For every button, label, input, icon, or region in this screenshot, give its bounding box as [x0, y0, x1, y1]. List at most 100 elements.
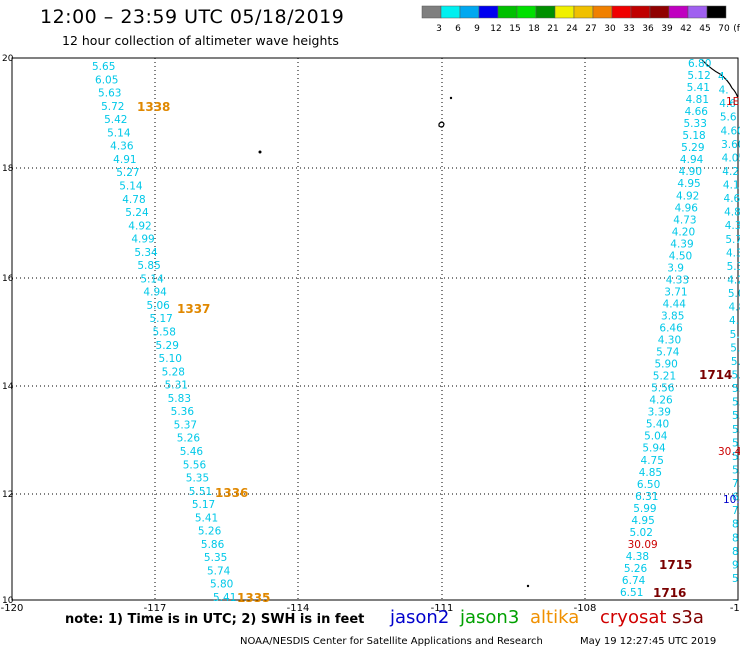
wave-height-value: 5.24 [125, 207, 149, 219]
wave-height-value: 4.95 [677, 178, 700, 190]
island-outline [438, 121, 445, 128]
wave-height-value: 5.85 [137, 260, 160, 272]
wave-height-value: 4.10 [723, 180, 740, 192]
wave-height-value: 7. [732, 505, 740, 517]
legend-item-s3a: s3a [672, 607, 704, 628]
wave-height-value: 5.94 [642, 443, 666, 455]
wave-height-value: 5.14 [140, 273, 164, 285]
wave-height-value: 5.17 [192, 499, 215, 511]
wave-height-value: 4.94 [143, 287, 167, 299]
wave-height-value: 30.09 [628, 539, 658, 551]
wave-height-value: 4.44 [663, 298, 687, 310]
colorbar-tick-label: 15 [509, 24, 520, 34]
wave-height-value: 4.91 [113, 154, 136, 166]
wave-height-value: 5.29 [681, 142, 704, 154]
credit-line: NOAA/NESDIS Center for Satellite Applica… [240, 636, 543, 647]
wave-height-value: 4.39 [670, 238, 693, 250]
wave-height-value: 5.6 [732, 369, 740, 381]
wave-height-value: 5.90 [654, 359, 677, 371]
island-outline [526, 584, 530, 588]
wave-height-value: 4.8 [724, 207, 740, 219]
wave-height-value: 3.60 [721, 139, 740, 151]
wave-height-value: 5.21 [653, 371, 676, 383]
wave-height-value: 5.26 [198, 526, 222, 538]
wave-height-value: 5.56 [651, 383, 675, 395]
lat-label: 14 [2, 382, 14, 392]
wave-height-value: 5.29 [156, 340, 179, 352]
colorbar-tick-label: 6 [455, 24, 461, 34]
wave-height-value: 4.51 [729, 315, 740, 327]
wave-height-value: 3.39 [648, 407, 671, 419]
wave-height-value: 5.28 [162, 366, 185, 378]
wave-height-value: 5.56 [183, 459, 207, 471]
wave-height-value: 5.02 [630, 527, 653, 539]
colorbar-tick-label: 30 [604, 24, 616, 34]
wave-height-value: 5.06 [146, 300, 170, 312]
wave-height-value: 4.66 [685, 106, 709, 118]
wave-height-value: 5.74 [207, 565, 231, 577]
wave-height-value: 3.71 [664, 286, 687, 298]
island-outline [258, 150, 262, 154]
wave-height-value: 6.31 [635, 491, 658, 503]
wave-height-value: 5.27 [116, 167, 139, 179]
wave-height-value: 5.06 [730, 329, 740, 341]
colorbar-swatch [706, 5, 727, 19]
legend-item-altika: altika [530, 607, 580, 628]
wave-height-value: 6.51 [620, 587, 643, 599]
wave-height-value: 5.10 [159, 353, 182, 365]
colorbar-unit: (ft) [733, 24, 740, 34]
page-subtitle: 12 hour collection of altimeter wave hei… [62, 33, 339, 48]
page-title: 12:00 – 23:59 UTC 05/18/2019 [40, 6, 345, 28]
colorbar-tick-label: 27 [585, 24, 596, 34]
wave-height-value: 5.35 [204, 552, 227, 564]
legend-item-cryosat: cryosat [600, 607, 667, 628]
wave-height-value: 4.21 [722, 166, 740, 178]
wave-height-value: 5.86 [201, 539, 225, 551]
wave-height-value: 10. [723, 494, 740, 506]
wave-height-value: 4.81 [686, 94, 709, 106]
wave-height-value: 5.26 [624, 563, 648, 575]
wave-height-value: 5.9 [732, 464, 740, 476]
wave-height-value: 5.76 [732, 451, 740, 463]
colorbar-tick-label: 18 [528, 24, 540, 34]
lon-label: -117 [144, 603, 167, 614]
wave-height-value: 5.41 [195, 512, 218, 524]
wave-height-value: 4.85 [639, 467, 662, 479]
wave-height-value: 4.92 [676, 190, 699, 202]
wave-height-value: 4.38 [626, 551, 649, 563]
wave-height-value: 4.26 [649, 395, 673, 407]
wave-height-value: 1E [726, 96, 739, 108]
wave-height-value: 5.63 [98, 88, 121, 100]
wave-height-value: 5.83 [168, 393, 191, 405]
wave-height-value: 3.85 [661, 310, 684, 322]
wave-height-value: 5.9 [732, 437, 740, 449]
colorbar-tick-label: 12 [490, 24, 501, 34]
wave-height-value: 5.99 [633, 503, 656, 515]
wave-height-value: 5.26 [177, 433, 201, 445]
wave-height-value: 5.74 [656, 347, 680, 359]
lon-label: -10 [730, 603, 740, 614]
island-outline [449, 96, 453, 100]
wave-height-value: 4.60 [720, 125, 740, 137]
wave-height-value: 8 [732, 519, 739, 531]
wave-height-value: 4.99 [131, 234, 154, 246]
wave-height-value: 5.78 [725, 234, 740, 246]
wave-height-value: 9 [732, 559, 739, 571]
lat-label: 20 [2, 54, 14, 64]
colorbar-tick-label: 3 [436, 24, 442, 34]
wave-height-value: 5.04 [644, 431, 668, 443]
colorbar-tick-label: 70 [718, 24, 730, 34]
wave-height-value: 5.79 [732, 383, 740, 395]
wave-height-value: 5.38 [727, 261, 740, 273]
pass-time-label: 1335 [237, 591, 270, 605]
wave-height-value: 7.1 [732, 478, 740, 490]
wave-height-value: 5.37 [174, 419, 197, 431]
wave-height-value: 4.75 [641, 455, 664, 467]
wave-height-value: 4.50 [669, 250, 692, 262]
pass-time-label: 1338 [137, 100, 170, 114]
wave-height-value: 5.80 [210, 579, 233, 591]
wave-height-value: 6.05 [95, 74, 118, 86]
lat-label: 16 [2, 274, 14, 284]
lat-label: 10 [2, 596, 14, 606]
